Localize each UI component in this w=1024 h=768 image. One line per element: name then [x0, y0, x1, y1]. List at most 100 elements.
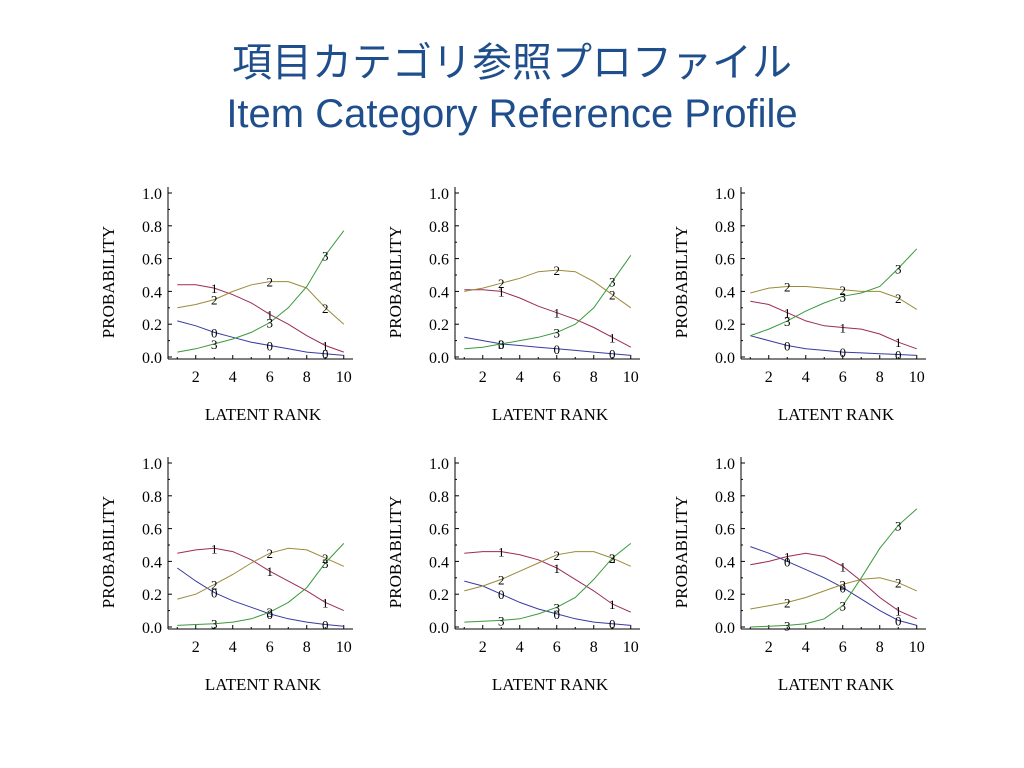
- category-label-2: 2: [211, 577, 218, 592]
- x-tick-label: 2: [765, 369, 773, 386]
- series-line-1: [464, 551, 632, 613]
- category-label-3: 3: [840, 599, 847, 614]
- category-label-1: 1: [895, 604, 902, 619]
- category-label-0: 0: [322, 618, 329, 633]
- series-line-0: [464, 336, 631, 356]
- category-label-2: 2: [895, 291, 902, 306]
- category-label-2: 2: [784, 279, 791, 294]
- y-axis-label: PROBABILITY: [672, 226, 691, 338]
- x-tick-label: 10: [623, 369, 639, 386]
- x-axis-label: LATENT RANK: [778, 675, 895, 694]
- category-label-0: 0: [609, 617, 616, 632]
- y-tick-label: 1.0: [142, 456, 162, 473]
- category-label-1: 1: [498, 545, 505, 560]
- y-tick-label: 0.0: [715, 620, 735, 637]
- x-tick-label: 6: [266, 369, 274, 386]
- category-label-3: 3: [498, 337, 505, 352]
- category-label-2: 2: [211, 293, 218, 308]
- x-tick-label: 4: [516, 369, 524, 386]
- category-label-2: 2: [784, 595, 791, 610]
- y-tick-label: 0.4: [715, 284, 735, 301]
- category-label-2: 2: [322, 551, 329, 566]
- category-label-0: 0: [554, 607, 561, 622]
- category-label-2: 2: [498, 276, 505, 291]
- y-tick-label: 0.8: [429, 489, 449, 506]
- y-tick-label: 0.2: [715, 317, 735, 334]
- category-label-1: 1: [609, 330, 616, 345]
- y-tick-label: 0.8: [715, 489, 735, 506]
- x-tick-label: 2: [479, 369, 487, 386]
- y-axis-label: PROBABILITY: [386, 496, 405, 608]
- y-tick-label: 1.0: [715, 186, 735, 203]
- category-label-0: 0: [211, 325, 218, 340]
- series-line-0: [750, 335, 917, 356]
- x-tick-label: 8: [303, 369, 311, 386]
- y-axis-label: PROBABILITY: [99, 496, 118, 608]
- x-tick-label: 4: [516, 639, 524, 656]
- category-label-0: 0: [498, 587, 505, 602]
- series-line-2: [464, 269, 632, 309]
- x-tick-label: 10: [909, 369, 925, 386]
- series-line-0: [177, 320, 344, 356]
- category-label-1: 1: [609, 597, 616, 612]
- category-label-2: 2: [840, 577, 847, 592]
- x-tick-label: 6: [839, 369, 847, 386]
- category-label-0: 0: [840, 581, 847, 596]
- y-tick-label: 0.6: [429, 252, 449, 269]
- category-label-1: 1: [322, 595, 329, 610]
- y-tick-label: 0.8: [142, 219, 162, 236]
- category-label-0: 0: [267, 339, 274, 354]
- category-label-2: 2: [609, 288, 616, 303]
- x-axis-label: LATENT RANK: [778, 405, 895, 424]
- series-line-0: [750, 546, 917, 626]
- y-tick-label: 0.8: [142, 489, 162, 506]
- x-tick-label: 6: [839, 639, 847, 656]
- x-axis-label: LATENT RANK: [492, 405, 609, 424]
- category-label-0: 0: [895, 613, 902, 628]
- category-label-1: 1: [840, 559, 847, 574]
- category-label-1: 1: [840, 320, 847, 335]
- category-label-0: 0: [895, 348, 902, 363]
- series-line-3: [464, 543, 632, 623]
- category-label-3: 3: [322, 556, 329, 571]
- y-tick-label: 0.6: [715, 252, 735, 269]
- y-tick-label: 0.8: [715, 219, 735, 236]
- category-label-1: 1: [784, 549, 791, 564]
- y-tick-label: 0.6: [429, 522, 449, 539]
- x-tick-label: 8: [876, 369, 884, 386]
- title-english: Item Category Reference Profile: [226, 92, 798, 136]
- series-line-3: [464, 255, 632, 350]
- y-tick-label: 0.4: [429, 284, 449, 301]
- y-tick-label: 0.0: [715, 350, 735, 367]
- x-tick-label: 6: [553, 369, 561, 386]
- series-line-1: [177, 547, 345, 612]
- category-label-3: 3: [267, 605, 274, 620]
- x-tick-label: 6: [553, 639, 561, 656]
- category-label-0: 0: [322, 347, 329, 362]
- category-label-2: 2: [554, 263, 561, 278]
- y-tick-label: 0.0: [142, 350, 162, 367]
- series-line-2: [177, 281, 345, 325]
- y-tick-label: 0.0: [142, 620, 162, 637]
- category-label-3: 3: [895, 261, 902, 276]
- x-tick-label: 10: [336, 369, 352, 386]
- title-japanese: 項目カテゴリ参照プロファイル: [232, 40, 792, 86]
- x-tick-label: 4: [229, 369, 237, 386]
- series-line-2: [464, 551, 632, 592]
- y-tick-label: 0.4: [142, 554, 162, 571]
- category-label-0: 0: [211, 586, 218, 601]
- y-tick-label: 0.6: [715, 522, 735, 539]
- category-label-1: 1: [211, 281, 218, 296]
- y-tick-label: 0.2: [142, 317, 162, 334]
- x-tick-label: 4: [802, 369, 810, 386]
- y-tick-label: 0.2: [429, 587, 449, 604]
- category-label-0: 0: [840, 345, 847, 360]
- series-line-0: [464, 580, 631, 626]
- category-label-0: 0: [554, 342, 561, 357]
